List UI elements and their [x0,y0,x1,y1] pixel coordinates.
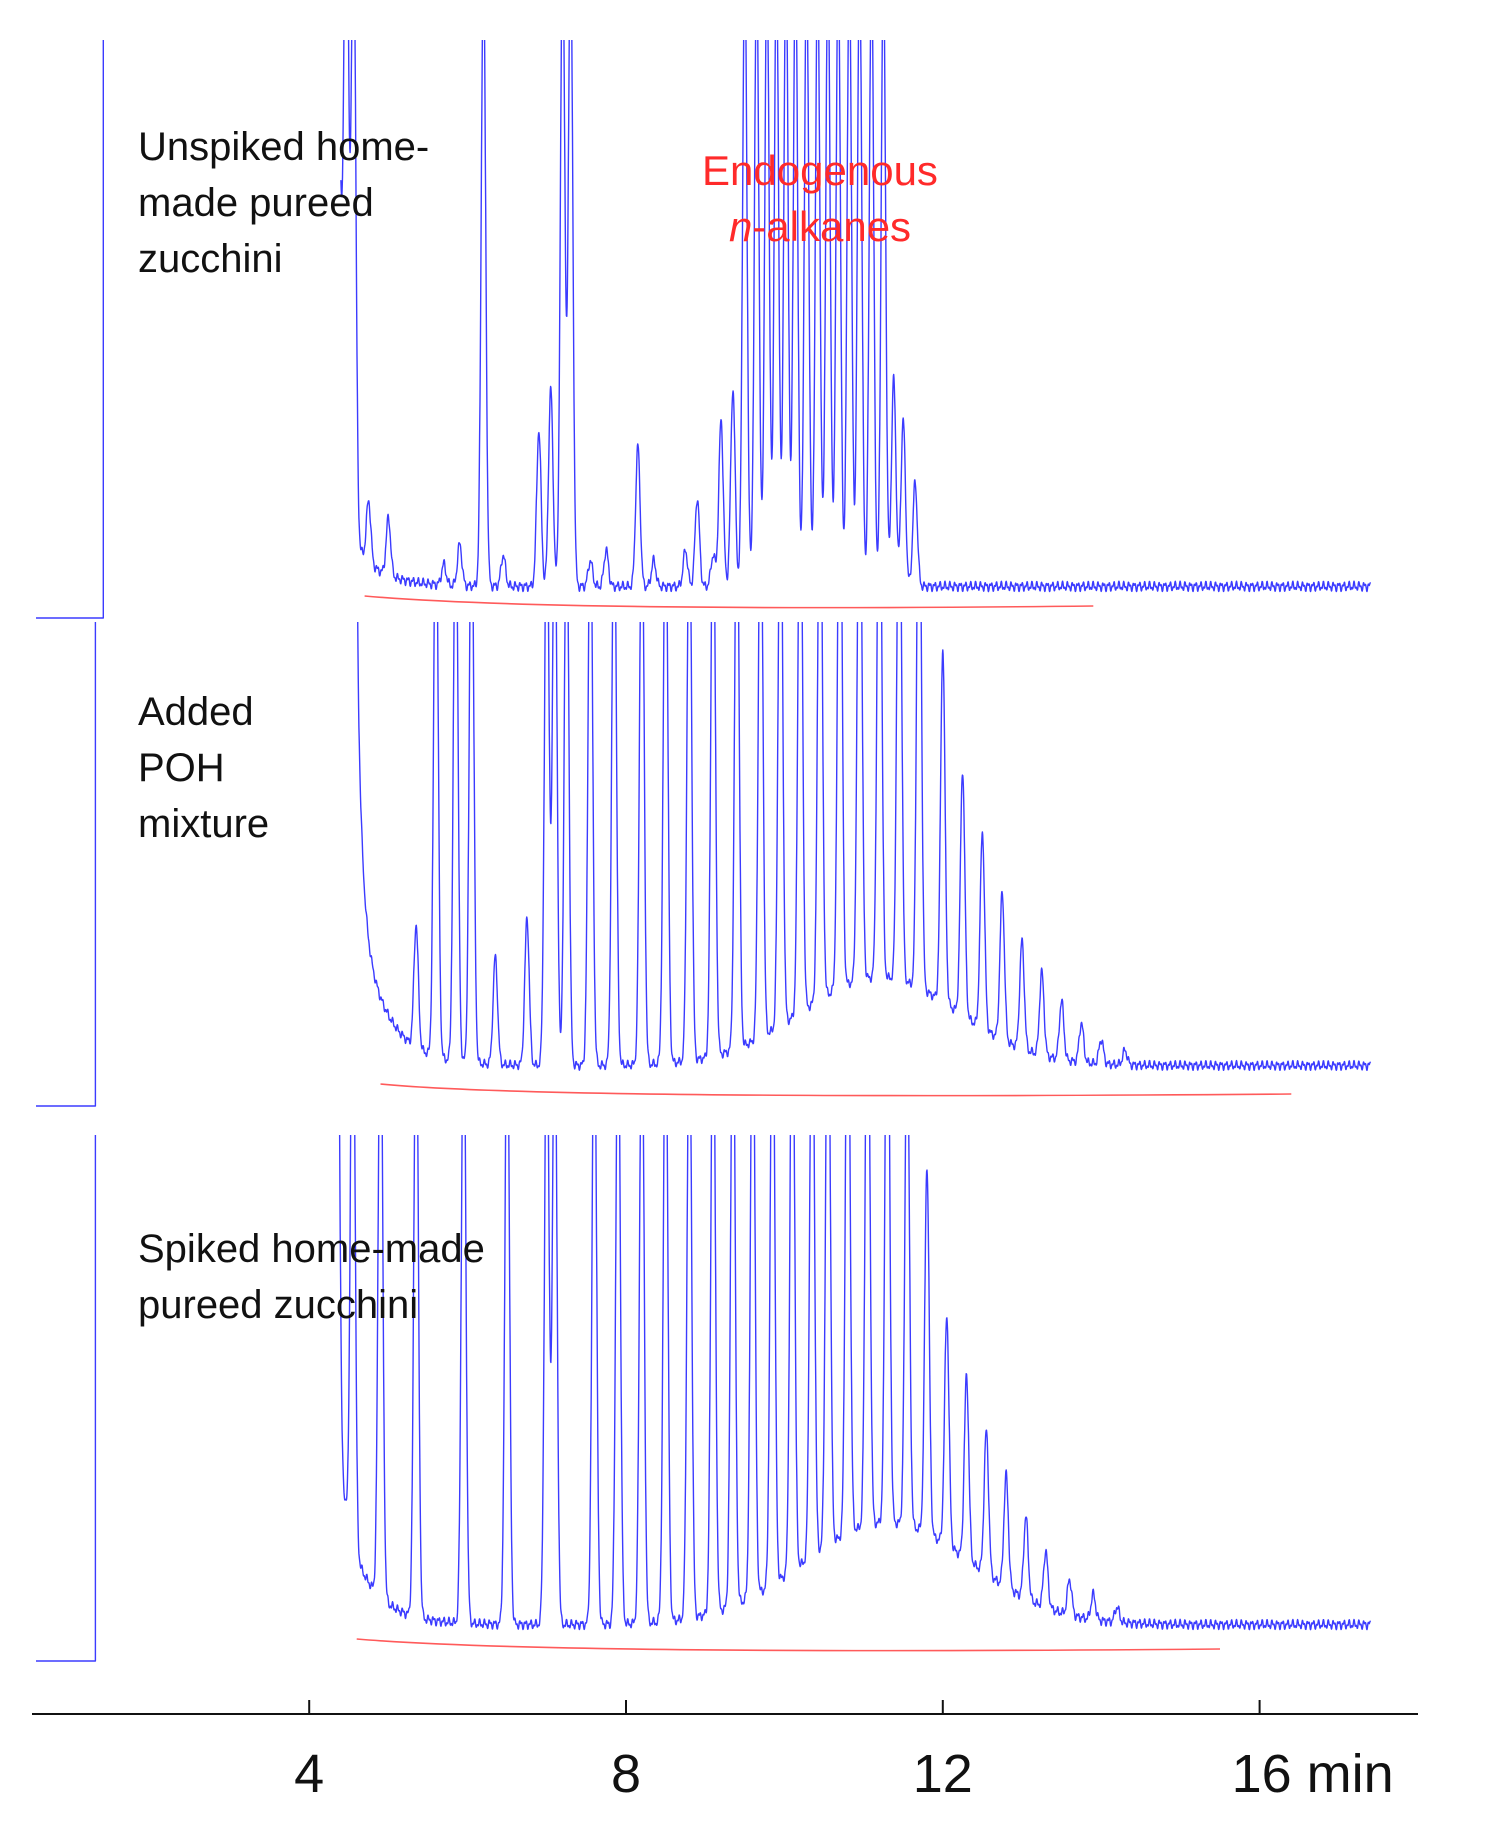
annotation-line: Endogenous [702,147,938,194]
x-tick-label: 12 [913,1744,973,1804]
x-tick-label: 8 [611,1744,641,1804]
panel-label-line: Added [138,690,254,734]
x-tick-label: 16 min [1232,1744,1394,1804]
trace-line-panel-3 [36,1135,1372,1662]
panel-3: Spiked home-made pureed zucchini [36,1135,1372,1662]
panel-label-line: pureed zucchini [138,1283,418,1327]
integration-baseline-panel-3 [356,1638,1221,1652]
panel-label-line: POH [138,746,225,790]
chromatogram-panels: Unspiked home-made pureed zucchini Endogen… [36,40,1372,1662]
integration-baseline-panel-1 [364,595,1094,609]
trace-line-panel-1 [36,40,1372,619]
panel-label-line: made pureed [138,181,374,225]
panel-label-line: mixture [138,802,269,846]
panel-label-line: zucchini [138,237,283,281]
x-tick-label: 4 [294,1744,324,1804]
panel-label-line: Spiked home-made [138,1227,485,1271]
annotation-line: n-alkanes [729,203,911,250]
x-axis: 4 8 12 16 min [32,1700,1418,1804]
trace-line-panel-2 [36,622,1372,1107]
panel-2: Added POH mixture [36,622,1372,1107]
integration-baseline-panel-2 [380,1083,1292,1097]
panel-1: Unspiked home-made pureed zucchini Endogen… [36,40,1372,619]
panel-label-line: Unspiked home- [138,125,429,169]
